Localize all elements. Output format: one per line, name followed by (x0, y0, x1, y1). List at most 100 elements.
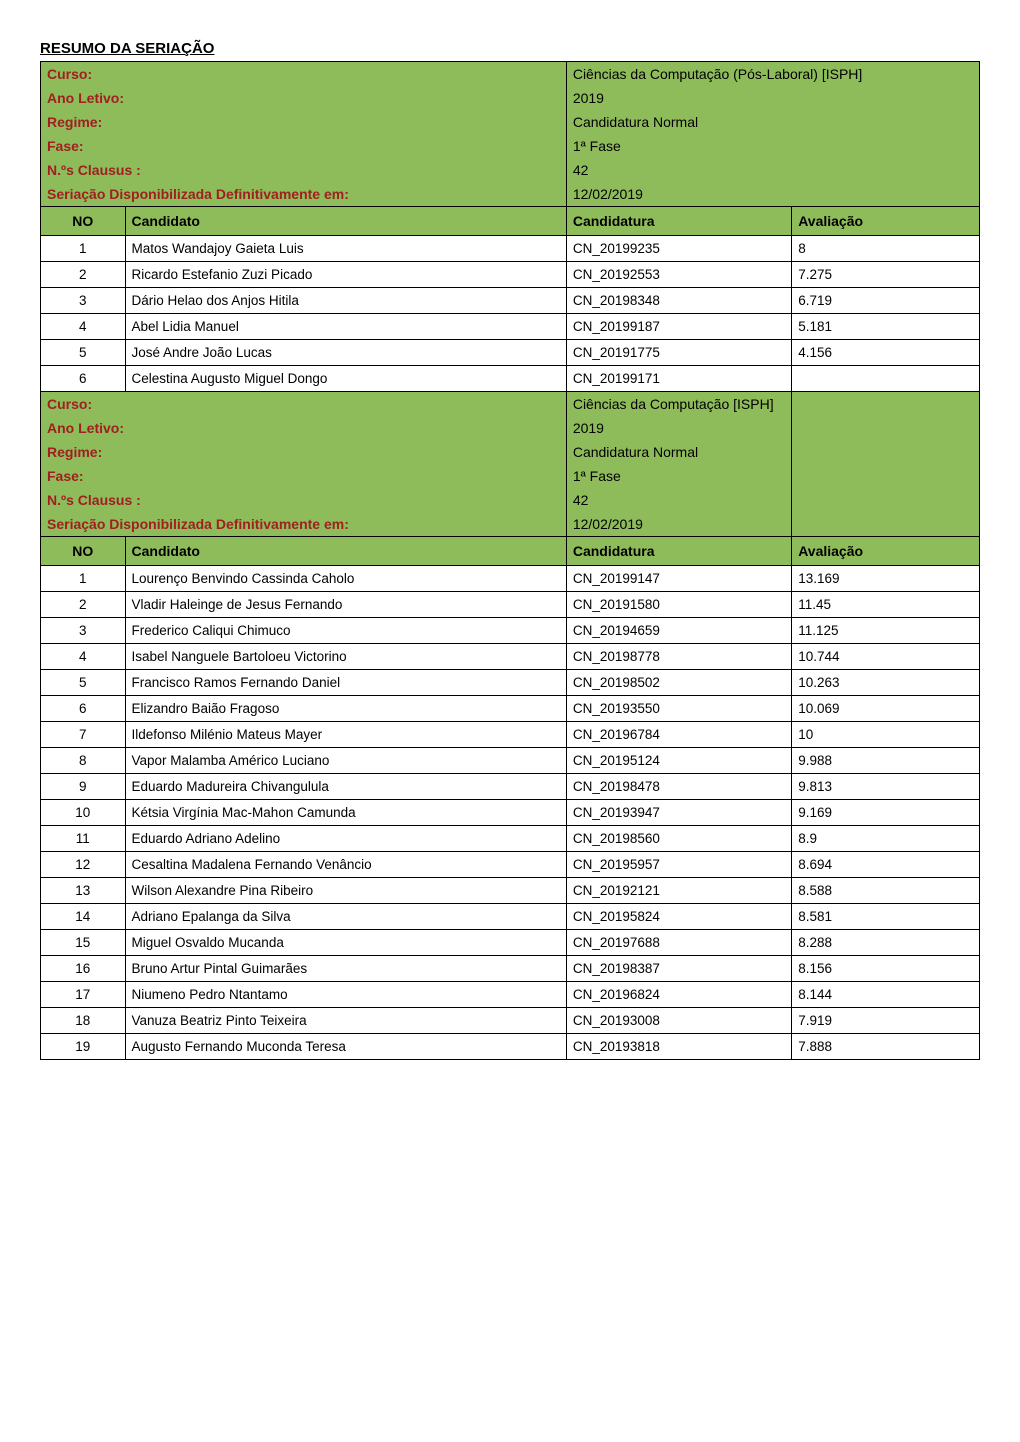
table-row: 14Adriano Epalanga da SilvaCN_201958248.… (41, 904, 980, 930)
cell-avaliacao: 8 (792, 236, 980, 262)
cell-candidatura: CN_20196784 (566, 722, 791, 748)
table-row: 5Francisco Ramos Fernando DanielCN_20198… (41, 670, 980, 696)
value-clausus1: 42 (566, 158, 979, 182)
cell-no: 1 (41, 236, 126, 262)
table-row: 13Wilson Alexandre Pina RibeiroCN_201921… (41, 878, 980, 904)
col-avaliacao: Avaliação (792, 207, 980, 236)
cell-avaliacao: 13.169 (792, 566, 980, 592)
cell-avaliacao: 9.169 (792, 800, 980, 826)
table-row: 9Eduardo Madureira ChivangululaCN_201984… (41, 774, 980, 800)
cell-candidato: Wilson Alexandre Pina Ribeiro (125, 878, 566, 904)
table-row: 6Celestina Augusto Miguel DongoCN_201991… (41, 366, 980, 392)
cell-avaliacao: 10.744 (792, 644, 980, 670)
cell-avaliacao: 11.45 (792, 592, 980, 618)
cell-no: 19 (41, 1034, 126, 1060)
cell-no: 9 (41, 774, 126, 800)
table-row: 12Cesaltina Madalena Fernando VenâncioCN… (41, 852, 980, 878)
cell-candidato: Dário Helao dos Anjos Hitila (125, 288, 566, 314)
table-row: 17Niumeno Pedro NtantamoCN_201968248.144 (41, 982, 980, 1008)
cell-avaliacao: 6.719 (792, 288, 980, 314)
cell-candidatura: CN_20199187 (566, 314, 791, 340)
label-seriacao2: Seriação Disponibilizada Definitivamente… (41, 512, 567, 537)
table-row: 11Eduardo Adriano AdelinoCN_201985608.9 (41, 826, 980, 852)
section1-table: Curso:Ciências da Computação (Pós-Labora… (40, 61, 980, 392)
cell-no: 6 (41, 366, 126, 392)
cell-no: 2 (41, 592, 126, 618)
cell-avaliacao: 7.275 (792, 262, 980, 288)
cell-no: 4 (41, 644, 126, 670)
cell-avaliacao: 8.144 (792, 982, 980, 1008)
cell-avaliacao: 7.919 (792, 1008, 980, 1034)
table-row: 10Kétsia Virgínia Mac-Mahon CamundaCN_20… (41, 800, 980, 826)
cell-avaliacao: 10 (792, 722, 980, 748)
cell-no: 11 (41, 826, 126, 852)
blank-cell (792, 488, 980, 512)
cell-candidatura: CN_20193550 (566, 696, 791, 722)
table-row: 1Matos Wandajoy Gaieta LuisCN_201992358 (41, 236, 980, 262)
cell-candidatura: CN_20193947 (566, 800, 791, 826)
cell-no: 5 (41, 670, 126, 696)
cell-candidato: Frederico Caliqui Chimuco (125, 618, 566, 644)
cell-candidatura: CN_20192121 (566, 878, 791, 904)
cell-no: 5 (41, 340, 126, 366)
cell-candidato: Bruno Artur Pintal Guimarães (125, 956, 566, 982)
cell-candidatura: CN_20197688 (566, 930, 791, 956)
cell-avaliacao: 4.156 (792, 340, 980, 366)
cell-no: 13 (41, 878, 126, 904)
cell-avaliacao: 9.988 (792, 748, 980, 774)
label-ano: Ano Letivo: (41, 86, 567, 110)
cell-candidatura: CN_20198478 (566, 774, 791, 800)
cell-avaliacao: 10.069 (792, 696, 980, 722)
table-row: 4Abel Lidia ManuelCN_201991875.181 (41, 314, 980, 340)
table-row: 6Elizandro Baião FragosoCN_2019355010.06… (41, 696, 980, 722)
value-clausus2: 42 (566, 488, 791, 512)
cell-no: 1 (41, 566, 126, 592)
table-row: 15Miguel Osvaldo MucandaCN_201976888.288 (41, 930, 980, 956)
cell-avaliacao: 8.288 (792, 930, 980, 956)
blank-cell (792, 464, 980, 488)
col-candidatura: Candidatura (566, 207, 791, 236)
cell-candidato: Lourenço Benvindo Cassinda Caholo (125, 566, 566, 592)
table-row: 18Vanuza Beatriz Pinto TeixeiraCN_201930… (41, 1008, 980, 1034)
blank-cell (792, 416, 980, 440)
cell-candidato: Augusto Fernando Muconda Teresa (125, 1034, 566, 1060)
cell-avaliacao: 11.125 (792, 618, 980, 644)
cell-no: 18 (41, 1008, 126, 1034)
col-candidatura: Candidatura (566, 537, 791, 566)
col-no: NO (41, 537, 126, 566)
cell-avaliacao (792, 366, 980, 392)
cell-candidato: Isabel Nanguele Bartoloeu Victorino (125, 644, 566, 670)
cell-candidato: Adriano Epalanga da Silva (125, 904, 566, 930)
table-row: 5José Andre João LucasCN_201917754.156 (41, 340, 980, 366)
value-fase1: 1ª Fase (566, 134, 979, 158)
cell-avaliacao: 8.588 (792, 878, 980, 904)
cell-candidato: Ildefonso Milénio Mateus Mayer (125, 722, 566, 748)
label-seriacao: Seriação Disponibilizada Definitivamente… (41, 182, 567, 207)
table-row: 1Lourenço Benvindo Cassinda CaholoCN_201… (41, 566, 980, 592)
cell-avaliacao: 9.813 (792, 774, 980, 800)
col-no: NO (41, 207, 126, 236)
value-regime2: Candidatura Normal (566, 440, 791, 464)
cell-avaliacao: 8.694 (792, 852, 980, 878)
label-clausus2: N.ºs Clausus : (41, 488, 567, 512)
table-row: 3Dário Helao dos Anjos HitilaCN_20198348… (41, 288, 980, 314)
cell-candidato: Celestina Augusto Miguel Dongo (125, 366, 566, 392)
cell-candidatura: CN_20191580 (566, 592, 791, 618)
cell-candidatura: CN_20195124 (566, 748, 791, 774)
table-row: 16Bruno Artur Pintal GuimarãesCN_2019838… (41, 956, 980, 982)
cell-candidatura: CN_20199235 (566, 236, 791, 262)
cell-no: 6 (41, 696, 126, 722)
cell-no: 14 (41, 904, 126, 930)
value-fase2: 1ª Fase (566, 464, 791, 488)
label-clausus: N.ºs Clausus : (41, 158, 567, 182)
cell-candidato: Cesaltina Madalena Fernando Venâncio (125, 852, 566, 878)
cell-no: 7 (41, 722, 126, 748)
cell-candidato: Miguel Osvaldo Mucanda (125, 930, 566, 956)
table-row: 3Frederico Caliqui ChimucoCN_2019465911.… (41, 618, 980, 644)
value-curso1: Ciências da Computação (Pós-Laboral) [IS… (566, 62, 979, 87)
table-row: 8Vapor Malamba Américo LucianoCN_2019512… (41, 748, 980, 774)
table-row: 2Vladir Haleinge de Jesus FernandoCN_201… (41, 592, 980, 618)
cell-avaliacao: 7.888 (792, 1034, 980, 1060)
table-row: 7Ildefonso Milénio Mateus MayerCN_201967… (41, 722, 980, 748)
cell-candidatura: CN_20193818 (566, 1034, 791, 1060)
